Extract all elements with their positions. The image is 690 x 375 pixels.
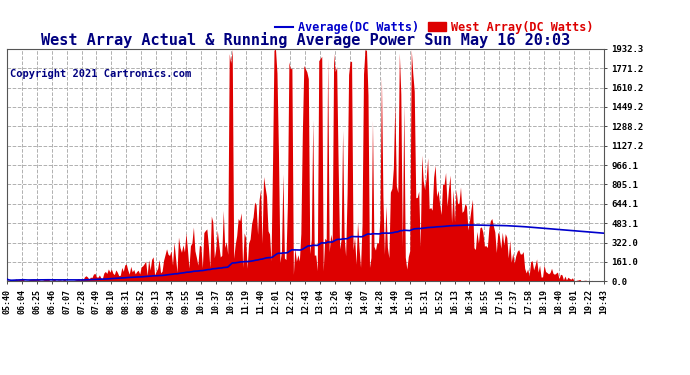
Text: Copyright 2021 Cartronics.com: Copyright 2021 Cartronics.com xyxy=(10,69,192,79)
Title: West Array Actual & Running Average Power Sun May 16 20:03: West Array Actual & Running Average Powe… xyxy=(41,32,570,48)
Legend: Average(DC Watts), West Array(DC Watts): Average(DC Watts), West Array(DC Watts) xyxy=(270,16,598,39)
